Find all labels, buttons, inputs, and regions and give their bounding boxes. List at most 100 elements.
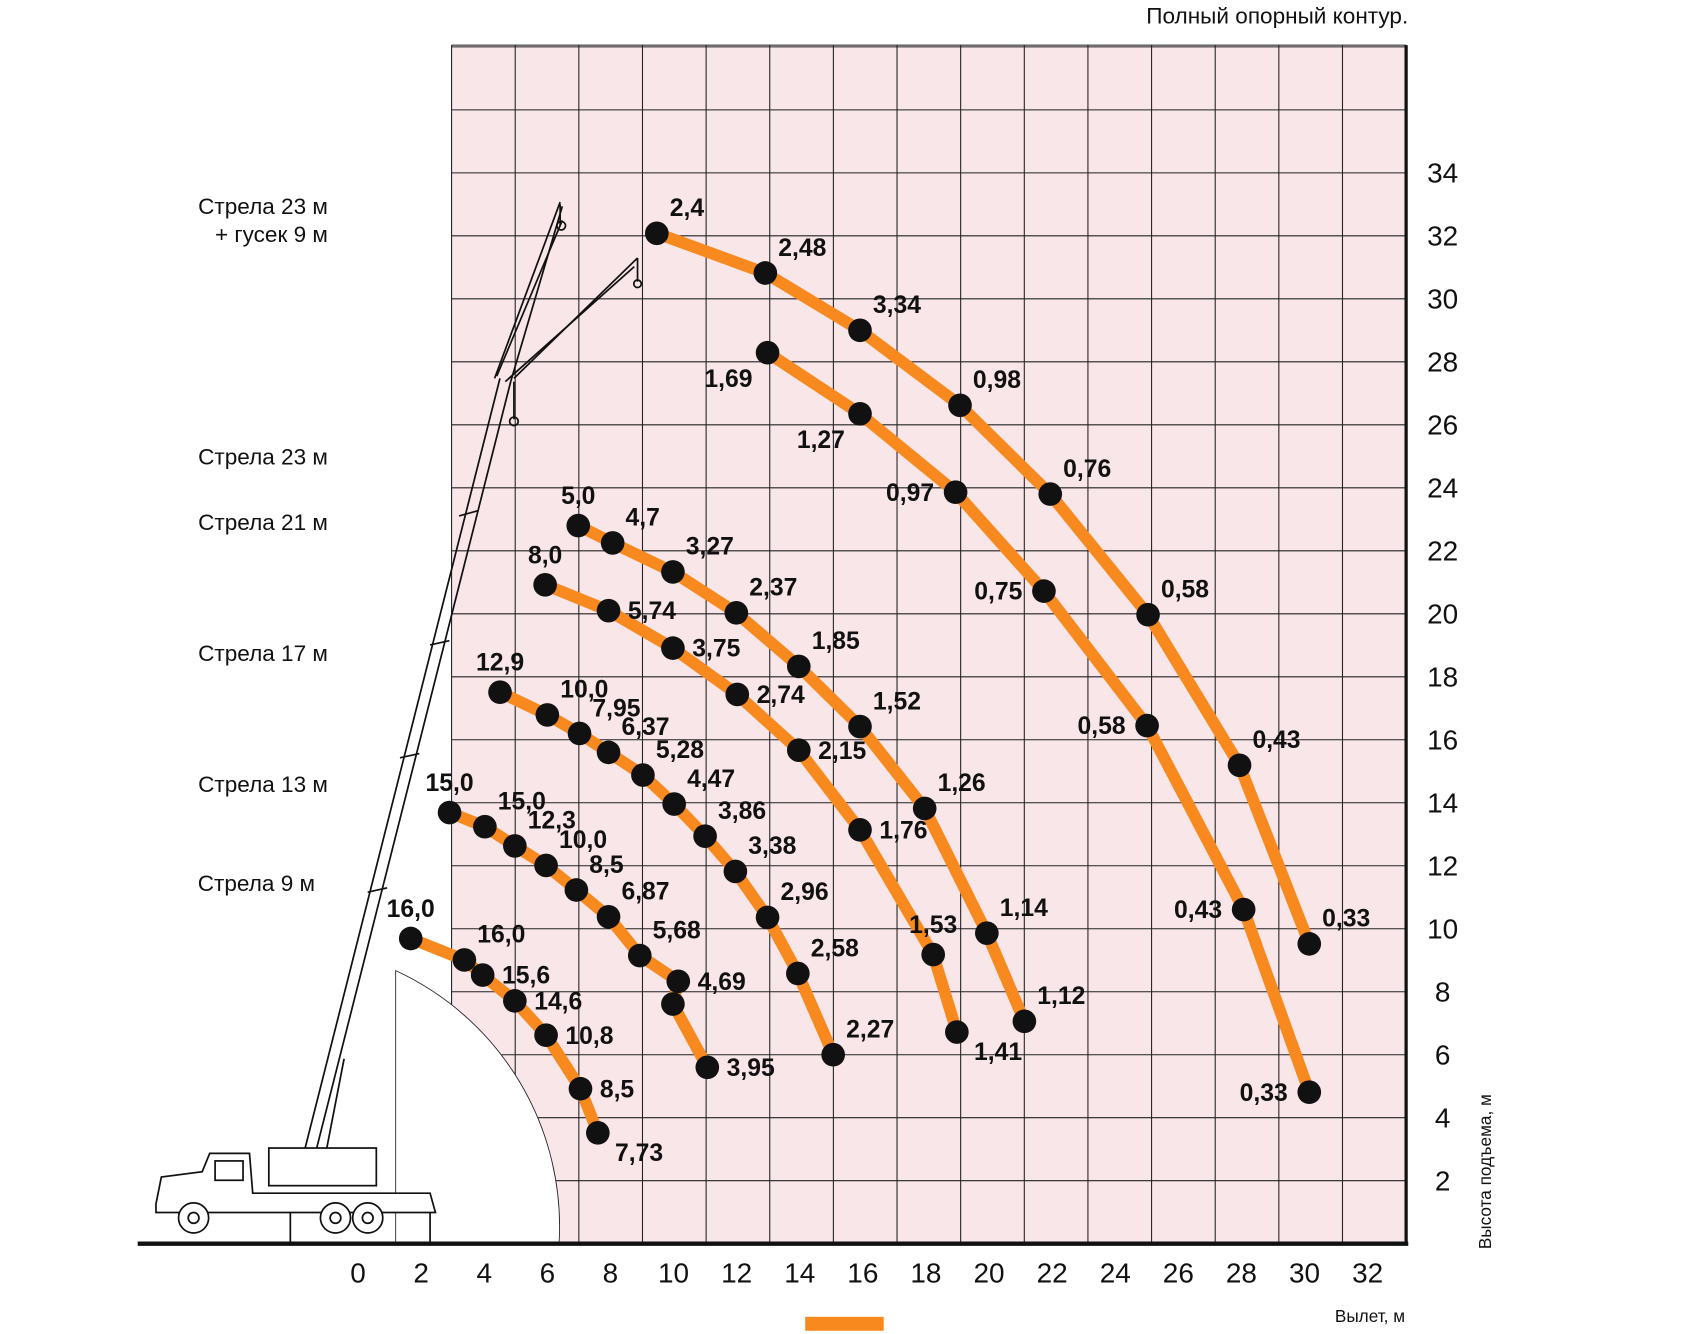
- load-label: 5,28: [656, 737, 704, 764]
- load-point: [786, 961, 810, 986]
- load-point: [945, 1020, 969, 1044]
- y-tick-label: 34: [1427, 158, 1458, 189]
- load-point: [948, 393, 972, 418]
- y-tick-label: 8: [1435, 976, 1451, 1007]
- load-point: [661, 636, 685, 660]
- load-point: [631, 763, 655, 787]
- load-label: 5,0: [561, 483, 595, 510]
- load-curve: 12,910,07,956,375,284,473,863,382,962,58…: [476, 650, 894, 1067]
- load-point: [848, 318, 872, 343]
- load-point: [503, 989, 527, 1013]
- load-point: [596, 740, 621, 765]
- load-curve: 2,4 2,48 3,34 0,98 0,76 0,58 0,43 0,33: [645, 195, 1370, 956]
- load-label: 15,0: [425, 770, 473, 797]
- load-point: [666, 969, 691, 994]
- load-point: [786, 654, 811, 679]
- load-label: 1,85: [812, 628, 860, 655]
- load-label: 1,41: [974, 1039, 1022, 1066]
- load-point: [724, 601, 749, 625]
- load-label: 0,76: [1063, 456, 1111, 483]
- x-tick-label: 22: [1037, 1257, 1068, 1288]
- load-point: [503, 834, 527, 858]
- load-point: [912, 796, 937, 821]
- load-label: 0,58: [1077, 713, 1125, 740]
- x-tick-label: 2: [413, 1257, 429, 1288]
- y-axis-label: Высота подъема, м: [1475, 1094, 1495, 1249]
- load-point: [921, 942, 946, 967]
- load-point: [975, 921, 999, 945]
- x-tick-label: 18: [910, 1257, 941, 1288]
- load-label: 1,12: [1037, 983, 1085, 1010]
- x-tick-label: 24: [1100, 1257, 1131, 1288]
- boom-label-9: Стрела 9 м: [198, 871, 315, 896]
- chart-title: Полный опорный контур.: [1146, 4, 1408, 29]
- boom-label-21: Стрела 21 м: [198, 510, 328, 535]
- load-label: 12,9: [476, 650, 524, 677]
- load-point: [755, 905, 780, 930]
- load-label: 3,95: [727, 1055, 775, 1082]
- load-point: [1297, 1080, 1322, 1105]
- load-point: [725, 682, 750, 707]
- load-point: [596, 598, 621, 623]
- y-tick-label: 30: [1427, 284, 1458, 315]
- load-label: 3,38: [748, 833, 796, 860]
- load-point: [695, 1055, 720, 1080]
- load-point: [564, 878, 589, 902]
- y-tick-label: 6: [1435, 1039, 1451, 1070]
- legend-swatch: [805, 1316, 884, 1331]
- load-label: 4,69: [698, 969, 746, 996]
- load-label: 2,4: [670, 195, 705, 222]
- boom-label-23-jib: Стрела 23 м: [198, 194, 328, 219]
- load-point: [627, 943, 652, 968]
- boom-label-jib: + гусек 9 м: [215, 222, 328, 247]
- load-label: 6,37: [621, 714, 669, 741]
- load-point: [723, 859, 748, 884]
- x-tick-label: 8: [603, 1257, 619, 1288]
- load-label: 4,47: [687, 766, 735, 793]
- y-tick-label: 28: [1427, 346, 1458, 377]
- load-point: [1227, 753, 1252, 778]
- load-label: 0,75: [974, 579, 1022, 606]
- load-label: 4,7: [626, 505, 660, 532]
- y-tick-label: 22: [1427, 535, 1458, 566]
- load-point: [662, 792, 687, 816]
- load-point: [1231, 897, 1256, 922]
- load-label: 15,6: [502, 963, 550, 990]
- y-tick-label: 18: [1427, 661, 1458, 692]
- load-point: [786, 738, 811, 762]
- y-tick-label: 12: [1427, 850, 1458, 881]
- load-point: [753, 261, 778, 285]
- load-label: 7,73: [615, 1140, 663, 1167]
- curve-line: [539, 578, 963, 1038]
- load-label: 2,58: [811, 935, 859, 962]
- x-tick-label: 28: [1226, 1257, 1257, 1288]
- load-label: 12,3: [528, 808, 576, 835]
- grid-lines: [451, 44, 1407, 1244]
- load-label: 1,14: [1000, 895, 1048, 922]
- load-point: [398, 926, 423, 951]
- load-label: 2,96: [780, 879, 828, 906]
- load-point: [661, 560, 685, 584]
- load-point: [452, 948, 477, 972]
- load-label: 0,43: [1252, 727, 1300, 754]
- load-label: 14,6: [534, 988, 582, 1015]
- x-tick-label: 20: [974, 1257, 1005, 1288]
- y-tick-label: 2: [1435, 1165, 1451, 1196]
- load-label: 2,27: [846, 1017, 894, 1044]
- load-label: 3,27: [686, 534, 734, 561]
- load-label: 1,69: [704, 366, 752, 393]
- y-tick-label: 4: [1435, 1102, 1451, 1133]
- load-label: 2,48: [778, 235, 826, 262]
- load-label: 6,87: [621, 879, 669, 906]
- load-point: [600, 531, 625, 555]
- load-curve: 8,0 5,74 3,75 2,74 2,15 1,76 1,53 1,41: [528, 542, 1022, 1066]
- load-label: 16,0: [387, 896, 435, 923]
- axis-ticks: 0 2 4 6 8 10 12 14 16 18 20 22 24 26 28 30 3224681012141…: [350, 158, 1458, 1289]
- load-point: [567, 721, 592, 746]
- load-curve: 5,0 4,7 3,27 2,37 1,85 1,52 1,26 1,14 1,12: [561, 483, 1085, 1034]
- load-label: 16,0: [477, 922, 525, 949]
- x-tick-label: 32: [1352, 1257, 1383, 1288]
- x-tick-label: 0: [350, 1257, 366, 1288]
- x-tick-label: 10: [658, 1257, 689, 1288]
- y-tick-label: 16: [1427, 724, 1458, 755]
